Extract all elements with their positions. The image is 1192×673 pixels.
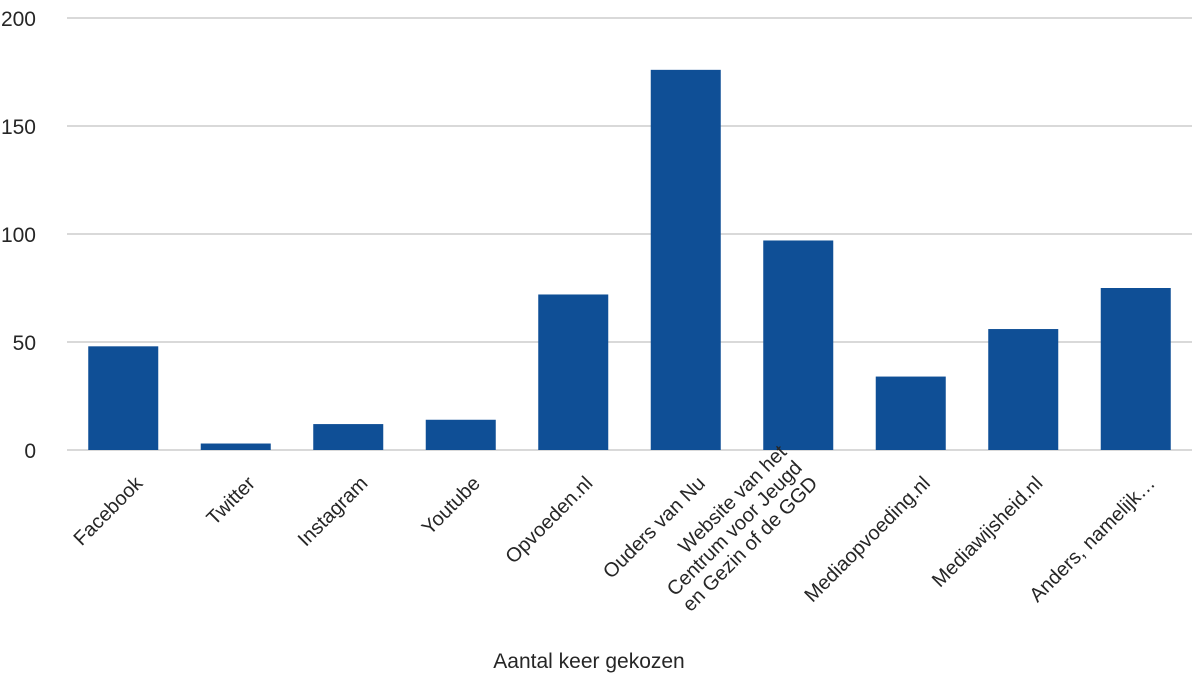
x-tick-label-10: Anders, namelijk… [1026, 472, 1160, 606]
bar-8 [875, 376, 946, 450]
bar-3 [313, 424, 384, 450]
y-tick-label-50: 50 [13, 332, 36, 355]
bar-2 [200, 443, 271, 450]
x-tick-label-line: Mediawijsheid.nl [928, 472, 1047, 591]
x-tick-label-line: Mediaopvoeding.nl [800, 472, 934, 606]
y-tick-label-200: 200 [1, 8, 36, 31]
x-axis-title: Aantal keer gekozen [493, 650, 684, 673]
x-tick-label-8: Mediaopvoeding.nl [800, 472, 934, 606]
x-tick-label-line: Facebook [70, 472, 148, 550]
bar-4 [425, 419, 496, 450]
x-tick-label-line: Twitter [203, 472, 260, 529]
x-tick-label-line: Youtube [418, 472, 485, 539]
x-tick-label-3: Instagram [294, 472, 372, 550]
bars [88, 69, 1171, 450]
x-tick-label-4: Youtube [418, 472, 485, 539]
bar-6 [650, 69, 721, 450]
x-axis-tick-labels: Facebook Twitter Instagram Youtube Opvoeden.… [70, 441, 1160, 616]
x-tick-label-9: Mediawijsheid.nl [928, 472, 1047, 591]
bar-7 [763, 240, 834, 450]
x-tick-label-7: Website van hetCentrum voor Jeugden Gezi… [647, 441, 822, 616]
x-tick-label-2: Twitter [203, 472, 260, 529]
y-tick-label-100: 100 [1, 224, 36, 247]
y-tick-label-150: 150 [1, 116, 36, 139]
x-tick-label-line: Instagram [294, 472, 372, 550]
y-tick-label-0: 0 [24, 440, 36, 463]
bar-9 [988, 329, 1059, 450]
x-tick-label-line: Opvoeden.nl [502, 472, 598, 568]
x-tick-label-5: Opvoeden.nl [502, 472, 598, 568]
x-tick-label-line: Anders, namelijk… [1026, 472, 1160, 606]
bar-5 [538, 294, 609, 450]
bar-1 [88, 346, 159, 450]
x-tick-label-1: Facebook [70, 472, 148, 550]
x-tick-label-line: Centrum voor Jeugd [663, 457, 807, 601]
bar-10 [1100, 288, 1171, 450]
y-axis-tick-labels: 0 50 100 150 200 [1, 8, 36, 463]
